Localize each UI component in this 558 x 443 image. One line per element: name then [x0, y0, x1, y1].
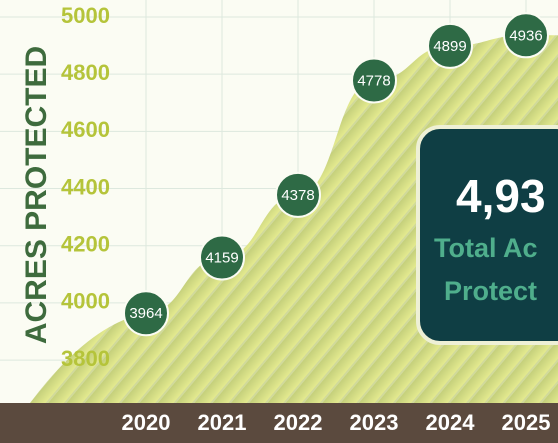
y-tick-label: 5000: [61, 3, 110, 28]
x-tick-label: 2022: [274, 410, 323, 435]
x-tick-label: 2020: [122, 410, 171, 435]
y-tick-label: 4200: [61, 232, 110, 257]
x-tick-label: 2025: [502, 410, 551, 435]
data-point: [427, 22, 473, 69]
y-tick-label: 4600: [61, 117, 110, 142]
callout-box: [416, 125, 558, 345]
data-label: 4159: [205, 249, 238, 266]
x-tick-label: 2021: [198, 410, 247, 435]
data-label: 4378: [281, 187, 314, 204]
data-label: 4936: [509, 27, 542, 44]
y-axis-title: ACRES PROTECTED: [20, 46, 53, 344]
data-label: 3964: [129, 305, 162, 322]
callout-line: Total Ac: [434, 233, 538, 263]
y-tick-label: 4000: [61, 289, 110, 314]
x-tick-label: 2024: [426, 410, 476, 435]
data-point: [503, 12, 549, 59]
y-tick-label: 4800: [61, 60, 110, 85]
y-tick-label: 3800: [61, 346, 110, 371]
data-point: [351, 57, 397, 104]
callout-line: Protect: [444, 276, 537, 306]
data-point: [123, 290, 169, 337]
x-axis-bar: [0, 403, 558, 443]
x-tick-label: 2023: [350, 410, 399, 435]
data-point: [275, 171, 321, 218]
callout-value: 4,93: [456, 170, 546, 222]
data-point: [199, 234, 245, 281]
data-label: 4778: [357, 72, 390, 89]
y-tick-label: 4400: [61, 174, 110, 199]
data-label: 4899: [433, 38, 466, 55]
